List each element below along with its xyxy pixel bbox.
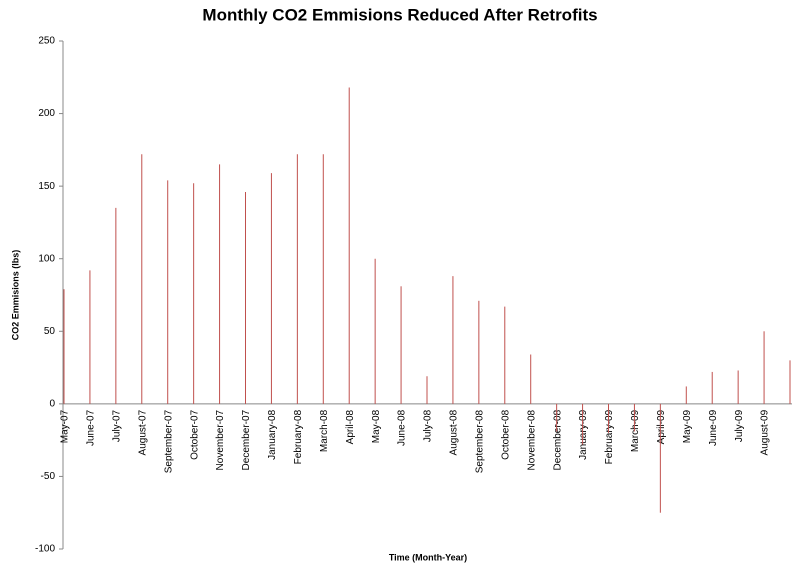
- x-tick-label: May-07: [60, 409, 71, 443]
- x-tick-label: August-07: [137, 409, 148, 455]
- x-tick-label: February-09: [604, 409, 615, 464]
- x-tick-label: January-08: [267, 409, 278, 459]
- x-tick-label: August-09: [760, 409, 771, 455]
- y-tick-label: 100: [38, 253, 55, 264]
- x-tick-label: July-09: [734, 409, 745, 442]
- x-tick-label: June-09: [708, 409, 719, 446]
- chart-title: Monthly CO2 Emmisions Reduced After Retr…: [202, 5, 597, 24]
- x-tick-label: October-08: [500, 409, 511, 459]
- y-tick-label: 50: [44, 326, 56, 337]
- x-tick-label: December-08: [552, 409, 563, 470]
- y-tick-label: 250: [38, 36, 55, 47]
- x-tick-label: November-07: [215, 409, 226, 470]
- x-tick-label: April-09: [656, 409, 667, 444]
- x-tick-label: August-08: [449, 409, 460, 455]
- x-tick-label: April-08: [345, 409, 356, 444]
- x-tick-label: October-07: [189, 409, 200, 459]
- x-tick-label: June-08: [397, 409, 408, 446]
- x-tick-label: June-07: [86, 409, 97, 446]
- y-tick-label: 0: [49, 398, 55, 409]
- x-tick-label: May-08: [371, 409, 382, 443]
- x-tick-label: September-08: [474, 409, 485, 473]
- x-tick-label: September-07: [163, 409, 174, 473]
- x-tick-label: January-09: [578, 409, 589, 459]
- y-tick-label: -100: [35, 544, 55, 555]
- x-tick-label: July-08: [423, 409, 434, 442]
- x-tick-label: July-07: [111, 409, 122, 442]
- y-axis-title: CO2 Emmisions (lbs): [10, 250, 20, 341]
- y-tick-label: 150: [38, 181, 55, 192]
- x-tick-label: November-08: [526, 409, 537, 470]
- x-tick-label: May-09: [682, 409, 693, 443]
- x-tick-label: March-08: [319, 409, 330, 452]
- x-tick-label: March-09: [630, 409, 641, 452]
- y-tick-label: 200: [38, 108, 55, 119]
- x-tick-label: December-07: [241, 409, 252, 470]
- y-tick-label: -50: [41, 471, 56, 482]
- x-tick-label: February-08: [293, 409, 304, 464]
- x-axis-title: Time (Month-Year): [389, 552, 467, 562]
